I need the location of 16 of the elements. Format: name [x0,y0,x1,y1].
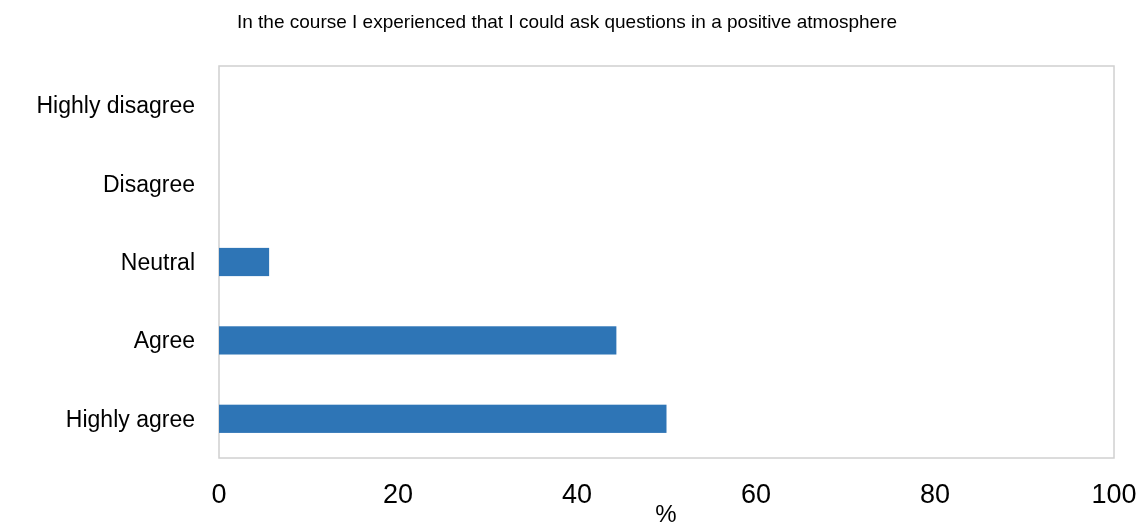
x-tick-label: 40 [561,479,593,509]
bar [219,326,617,355]
y-tick-label: Highly disagree [36,92,195,119]
y-tick-label: Highly agree [65,405,195,432]
y-tick-label: Disagree [102,170,195,197]
chart-title: In the course I experienced that I could ask questions in a positive atmosphere [236,11,898,32]
bar [219,247,270,277]
x-tick-label: 60 [740,479,772,509]
x-tick-label: 100 [1091,479,1137,509]
x-tick-label: 20 [382,479,414,509]
x-axis-title: % [655,500,677,525]
bar [219,404,667,433]
x-tick-label: 0 [211,479,227,509]
x-tick-label: 80 [919,479,951,509]
y-tick-label: Neutral [120,249,195,276]
y-tick-label: Agree [133,327,195,354]
